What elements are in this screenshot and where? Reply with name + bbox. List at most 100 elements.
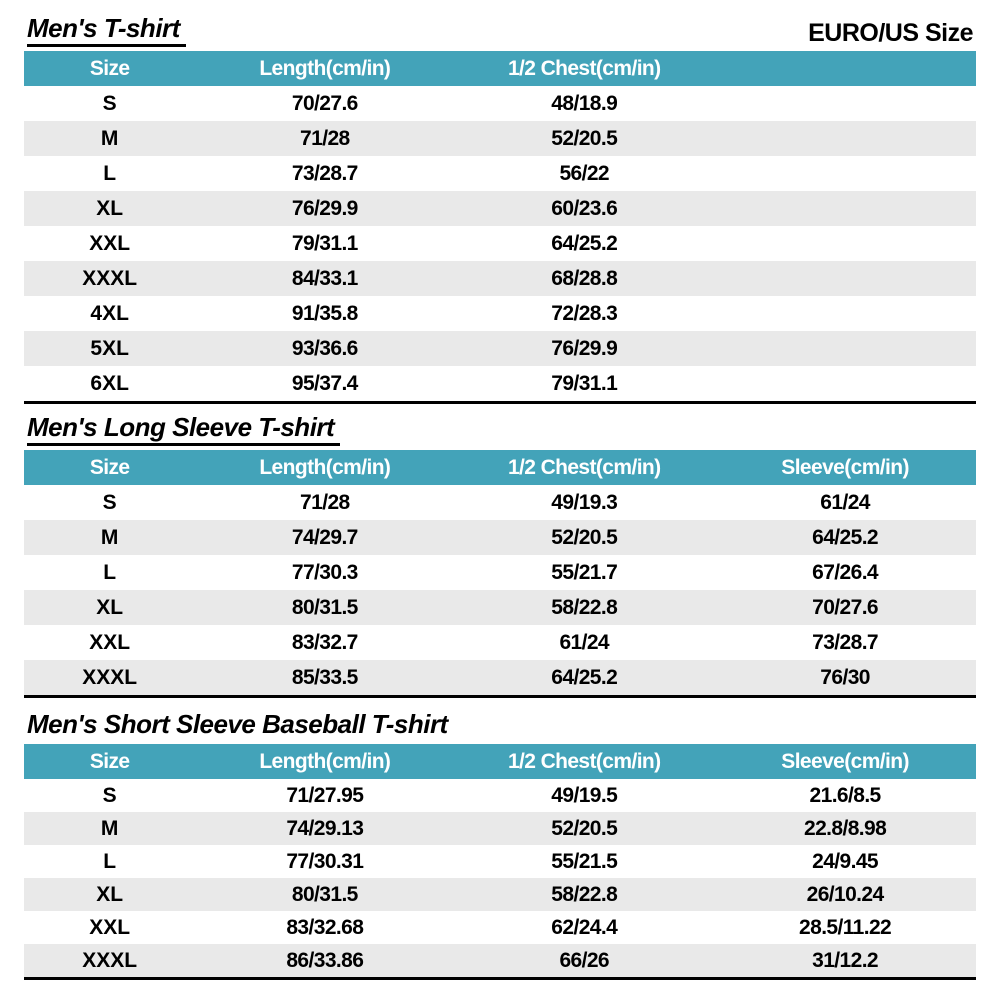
size-table-section: Men's Long Sleeve T-shirt Size Length(cm/i… (24, 413, 976, 698)
value-cell: 77/30.3 (291, 560, 358, 584)
table-row: M 71/28 52/20.5 (24, 121, 976, 156)
value-cell: 71/27.95 (286, 783, 364, 807)
value-cell: 26/10.24 (806, 882, 885, 906)
value-cell: 55/21.5 (551, 849, 618, 873)
table-row: M 74/29.13 52/20.5 22.8/8.98 (24, 812, 976, 845)
value-cell: 66/26 (559, 948, 610, 972)
section-title: Men's Long Sleeve T-shirt (27, 413, 341, 446)
table-row: XXXL 85/33.5 64/25.2 76/30 (24, 660, 976, 695)
section-title-row: Men's T-shirt EURO/US Size (24, 14, 976, 47)
value-cell: 79/31.1 (291, 231, 358, 255)
header-cell: Sleeve(cm/in) (781, 749, 909, 773)
value-cell: 61/24 (559, 630, 610, 654)
value-cell: 73/28.7 (291, 161, 358, 185)
value-cell: 58/22.8 (551, 882, 618, 906)
size-table: Size Length(cm/in) 1/2 Chest(cm/in) Sleeve(… (24, 744, 976, 980)
value-cell: 76/29.9 (291, 196, 358, 220)
value-cell: 64/25.2 (551, 665, 618, 689)
value-cell: 31/12.2 (812, 948, 879, 972)
size-cell: S (102, 91, 117, 115)
header-cell: Size (89, 749, 130, 773)
table-row: 4XL 91/35.8 72/28.3 (24, 296, 976, 331)
table-row: XXXL 84/33.1 68/28.8 (24, 261, 976, 296)
header-cell: 1/2 Chest(cm/in) (507, 749, 661, 773)
value-cell: 64/25.2 (812, 525, 879, 549)
table-header-row: Size Length(cm/in) 1/2 Chest(cm/in) (24, 51, 976, 86)
value-cell: 72/28.3 (551, 301, 618, 325)
size-cell: 5XL (90, 336, 129, 360)
value-cell: 62/24.4 (551, 915, 618, 939)
table-row: XXL 83/32.68 62/24.4 28.5/11.22 (24, 911, 976, 944)
size-cell: XL (96, 882, 124, 906)
value-cell: 24/9.45 (812, 849, 879, 873)
size-table-section: Men's Short Sleeve Baseball T-shirt Size L… (24, 707, 976, 980)
value-cell: 67/26.4 (812, 560, 879, 584)
value-cell: 79/31.1 (551, 371, 618, 395)
value-cell: 70/27.6 (291, 91, 358, 115)
header-cell: 1/2 Chest(cm/in) (507, 455, 661, 479)
value-cell: 76/29.9 (551, 336, 618, 360)
table-row: 6XL 95/37.4 79/31.1 (24, 366, 976, 401)
header-cell: Size (89, 56, 130, 80)
table-row: S 71/28 49/19.3 61/24 (24, 485, 976, 520)
size-cell: XXL (89, 630, 131, 654)
table-row: S 70/27.6 48/18.9 (24, 86, 976, 121)
size-cell: S (102, 783, 117, 807)
size-cell: 4XL (90, 301, 129, 325)
header-cell: Size (89, 455, 130, 479)
value-cell: 74/29.7 (291, 525, 358, 549)
value-cell: 56/22 (559, 161, 610, 185)
header-cell: Sleeve(cm/in) (781, 455, 909, 479)
size-tables-container: Men's T-shirt EURO/US Size Size Length(cm/i… (24, 14, 976, 980)
value-cell: 85/33.5 (291, 665, 358, 689)
size-standard-label: EURO/US Size (808, 18, 973, 47)
table-row: L 73/28.7 56/22 (24, 156, 976, 191)
table-row: L 77/30.3 55/21.7 67/26.4 (24, 555, 976, 590)
value-cell: 83/32.7 (291, 630, 358, 654)
value-cell: 76/30 (820, 665, 870, 689)
value-cell: 55/21.7 (551, 560, 618, 584)
table-row: L 77/30.31 55/21.5 24/9.45 (24, 845, 976, 878)
size-cell: S (102, 490, 117, 514)
value-cell: 80/31.5 (291, 882, 358, 906)
size-cell: M (100, 126, 119, 150)
value-cell: 49/19.5 (551, 783, 618, 807)
size-table: Size Length(cm/in) 1/2 Chest(cm/in) Sleeve(… (24, 450, 976, 698)
value-cell: 80/31.5 (291, 595, 358, 619)
size-cell: L (103, 560, 117, 584)
value-cell: 52/20.5 (551, 525, 618, 549)
value-cell: 83/32.68 (286, 915, 364, 939)
value-cell: 95/37.4 (291, 371, 358, 395)
value-cell: 93/36.6 (291, 336, 358, 360)
header-cell: Length(cm/in) (259, 749, 391, 773)
table-row: S 71/27.95 49/19.5 21.6/8.5 (24, 779, 976, 812)
table-row: 5XL 93/36.6 76/29.9 (24, 331, 976, 366)
value-cell: 61/24 (820, 490, 870, 514)
table-header-row: Size Length(cm/in) 1/2 Chest(cm/in) Sleeve(… (24, 744, 976, 779)
value-cell: 21.6/8.5 (809, 783, 882, 807)
table-row: XL 80/31.5 58/22.8 70/27.6 (24, 590, 976, 625)
size-cell: XXXL (82, 948, 138, 972)
value-cell: 64/25.2 (551, 231, 618, 255)
value-cell: 49/19.3 (551, 490, 618, 514)
section-title-row: Men's Short Sleeve Baseball T-shirt (24, 707, 976, 740)
size-cell: M (100, 525, 119, 549)
value-cell: 70/27.6 (812, 595, 879, 619)
header-cell: Length(cm/in) (259, 56, 391, 80)
size-table-section: Men's T-shirt EURO/US Size Size Length(cm/i… (24, 14, 976, 404)
size-cell: XXXL (82, 266, 138, 290)
size-cell: XL (96, 196, 124, 220)
value-cell: 68/28.8 (551, 266, 618, 290)
value-cell: 58/22.8 (551, 595, 618, 619)
size-cell: L (103, 161, 117, 185)
value-cell: 60/23.6 (551, 196, 618, 220)
table-row: XXL 83/32.7 61/24 73/28.7 (24, 625, 976, 660)
size-table: Size Length(cm/in) 1/2 Chest(cm/in) S 70/27.… (24, 51, 976, 404)
table-row: XXL 79/31.1 64/25.2 (24, 226, 976, 261)
value-cell: 48/18.9 (551, 91, 618, 115)
table-header-row: Size Length(cm/in) 1/2 Chest(cm/in) Sleeve(… (24, 450, 976, 485)
value-cell: 28.5/11.22 (799, 915, 892, 939)
section-title-row: Men's Long Sleeve T-shirt (24, 413, 976, 446)
size-cell: XL (96, 595, 124, 619)
header-cell: Length(cm/in) (259, 455, 391, 479)
